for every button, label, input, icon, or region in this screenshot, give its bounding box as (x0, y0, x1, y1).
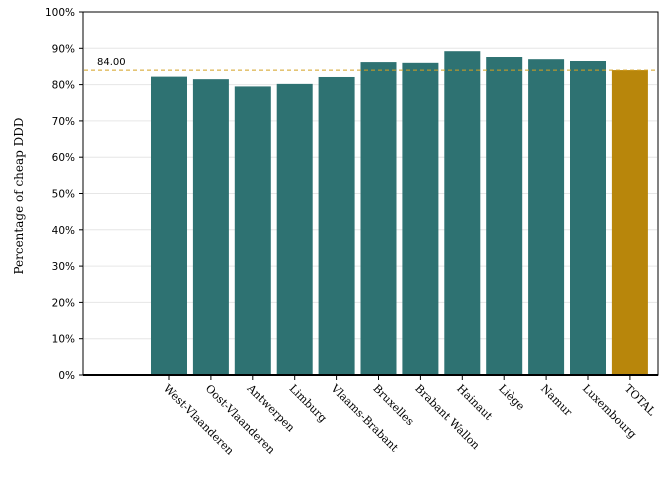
bar-vlaams-brabant (318, 76, 355, 376)
x-tick-label: Liège (496, 382, 527, 413)
y-tick-label: 90% (52, 43, 75, 55)
x-tick-label: West-Vlaanderen (161, 382, 237, 458)
x-tick-label: Hainaut (454, 382, 495, 423)
bar-oost-vlaanderen (192, 79, 229, 375)
bar-brabant-wallon (402, 62, 439, 375)
bar-hainaut (444, 51, 481, 375)
y-tick-label: 100% (45, 7, 75, 19)
y-tick-label: 0% (58, 370, 75, 382)
x-tick-label: TOTAL (622, 382, 659, 419)
y-tick-label: 30% (52, 261, 75, 273)
y-axis-title: Percentage of cheap DDD (12, 117, 26, 274)
y-tick-label: 80% (52, 80, 75, 92)
bar-li-ge (486, 57, 523, 376)
x-tick-label: Namur (538, 382, 575, 419)
bar-luxembourg (570, 61, 606, 375)
y-tick-label: 70% (52, 116, 75, 128)
y-tick-label: 60% (52, 152, 75, 164)
y-tick-label: 40% (52, 225, 75, 237)
bar-west-vlaanderen (151, 76, 187, 375)
x-tick-label: Limburg (287, 382, 330, 425)
bar-total (611, 70, 648, 375)
bar-namur (528, 59, 565, 375)
y-tick-label: 50% (52, 189, 75, 201)
bar-bruxelles (360, 62, 397, 376)
reference-line-label: 84.00 (97, 57, 126, 68)
y-tick-label: 20% (52, 297, 75, 309)
bar-limburg (276, 83, 313, 376)
y-tick-label: 10% (52, 334, 75, 346)
bar-antwerpen (234, 86, 271, 375)
